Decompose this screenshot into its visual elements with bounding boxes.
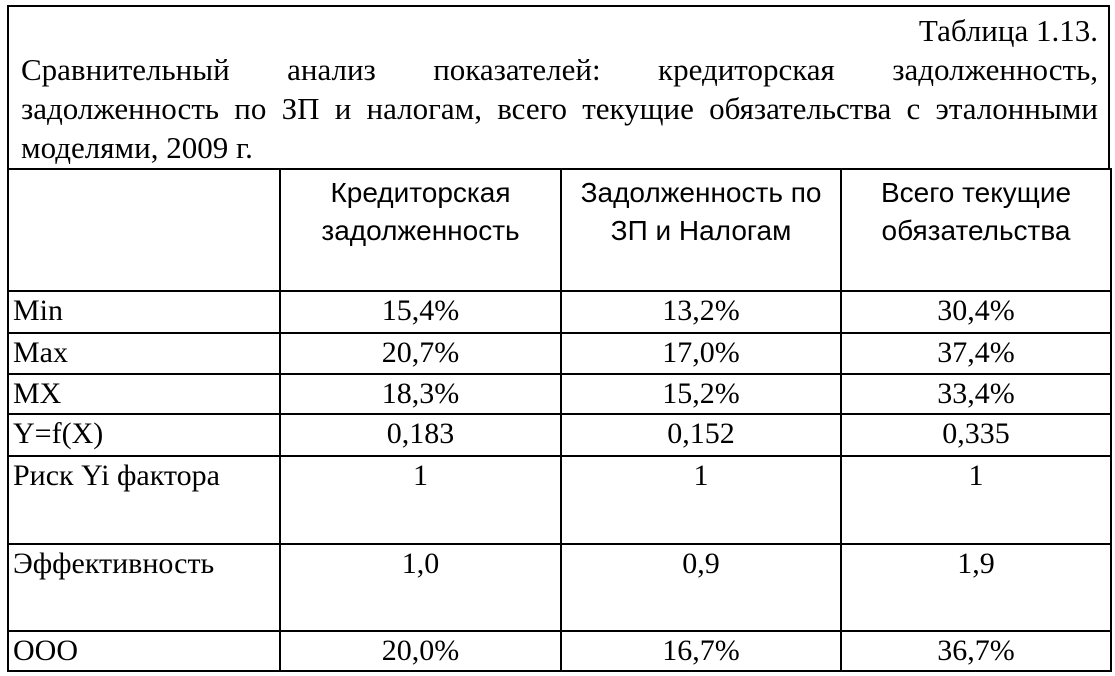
cell: 20,0% <box>279 630 562 672</box>
column-header: Задолженность по ЗП и Налогам <box>560 168 842 292</box>
corner-cell <box>7 168 281 292</box>
table-number: Таблица 1.13. <box>918 13 1098 48</box>
cell: 33,4% <box>840 373 1112 415</box>
cell: 0,152 <box>560 413 842 457</box>
row-label: Min <box>7 290 281 334</box>
table-row: Min 15,4% 13,2% 30,4% <box>7 290 1112 334</box>
row-label: Y=f(X) <box>7 413 281 457</box>
table-row: Риск Yi фактора 1 1 1 <box>7 455 1112 545</box>
cell: 0,335 <box>840 413 1112 457</box>
cell: 36,7% <box>840 630 1112 672</box>
cell: 18,3% <box>279 373 562 415</box>
row-label: Max <box>7 332 281 375</box>
cell: 0,9 <box>560 543 842 632</box>
cell: 16,7% <box>560 630 842 672</box>
column-header: Кредиторская задолженность <box>279 168 562 292</box>
cell: 20,7% <box>279 332 562 375</box>
table-row: Max 20,7% 17,0% 37,4% <box>7 332 1112 375</box>
row-label: Риск Yi фактора <box>7 455 281 545</box>
table-body: Min 15,4% 13,2% 30,4% Max 20,7% 17,0% 37,4% MX 18… <box>7 290 1112 672</box>
document: Таблица 1.13. Сравнительный анализ показ… <box>7 5 1112 672</box>
header-row: Кредиторская задолженность Задолженность … <box>7 168 1112 292</box>
cell: 15,4% <box>279 290 562 334</box>
cell: 1 <box>560 455 842 545</box>
column-header: Всего текущие обязательства <box>840 168 1112 292</box>
cell: 37,4% <box>840 332 1112 375</box>
caption: Таблица 1.13. Сравнительный анализ показ… <box>7 5 1110 168</box>
cell: 15,2% <box>560 373 842 415</box>
table-row: MX 18,3% 15,2% 33,4% <box>7 373 1112 415</box>
table-row: ООО 20,0% 16,7% 36,7% <box>7 630 1112 672</box>
cell: 1 <box>840 455 1112 545</box>
cell: 30,4% <box>840 290 1112 334</box>
cell: 1,0 <box>279 543 562 632</box>
row-label: MX <box>7 373 281 415</box>
row-label: ООО <box>7 630 281 672</box>
table-row: Y=f(X) 0,183 0,152 0,335 <box>7 413 1112 457</box>
cell: 17,0% <box>560 332 842 375</box>
data-table: Кредиторская задолженность Задолженность … <box>7 168 1112 672</box>
cell: 0,183 <box>279 413 562 457</box>
cell: 13,2% <box>560 290 842 334</box>
cell: 1 <box>279 455 562 545</box>
table-title: Сравнительный анализ показателей: кредит… <box>21 52 1098 165</box>
cell: 1,9 <box>840 543 1112 632</box>
table-row: Эффективность 1,0 0,9 1,9 <box>7 543 1112 632</box>
row-label: Эффективность <box>7 543 281 632</box>
